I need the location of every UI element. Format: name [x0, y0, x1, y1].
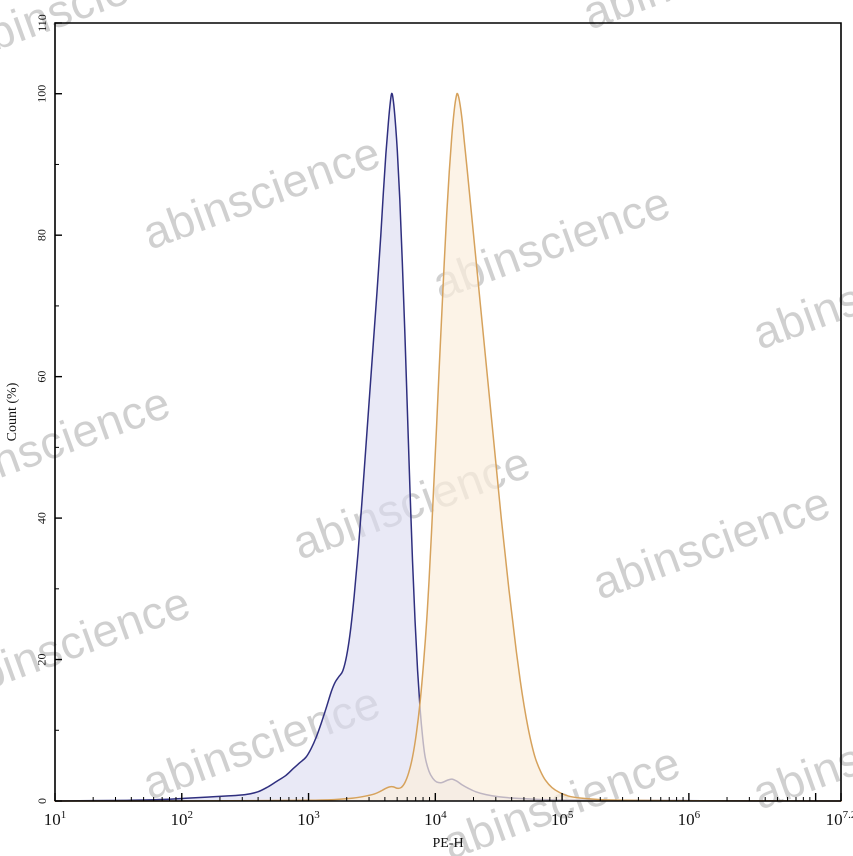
x-tick-label: 104	[424, 809, 447, 829]
series-fill-stained	[55, 93, 841, 802]
watermark-text: abinscience	[0, 376, 177, 510]
labels-layer: 101 102 103 104 105 106 107.2 0 20 40 60 80 100 110 PE…	[5, 14, 853, 851]
x-tick-label: 101	[44, 809, 67, 829]
axes-layer	[54, 22, 842, 802]
watermark-text: abinscience	[136, 126, 387, 260]
x-axis-title: PE-H	[432, 836, 463, 851]
plot-frame	[54, 22, 842, 801]
x-tick-label: 103	[297, 809, 320, 829]
ticks-layer	[54, 22, 842, 802]
watermark-text: abinscience	[0, 0, 207, 69]
watermark-text: abinscience	[586, 476, 837, 610]
x-tick-label: 107.2	[826, 809, 853, 829]
series-line-stained	[54, 92, 842, 802]
y-tick-label: 40	[35, 512, 49, 524]
y-tick-label: 20	[35, 654, 49, 666]
watermark-text: abinscience	[0, 576, 197, 710]
series-layer	[54, 92, 842, 802]
x-tick-label: 102	[171, 809, 194, 829]
watermark-text: abinscience	[746, 226, 853, 360]
watermark-text: abinscience	[746, 686, 853, 820]
x-tick-label: 106	[678, 809, 701, 829]
y-tick-label: 80	[35, 229, 49, 241]
y-axis-title: Count (%)	[5, 382, 20, 441]
watermark-text: abinscience	[576, 0, 827, 39]
y-tick-label: 110	[35, 14, 49, 32]
x-tick-label: 105	[551, 809, 574, 829]
y-tick-label: 100	[35, 85, 49, 103]
y-tick-label: 0	[35, 798, 49, 804]
y-tick-label: 60	[35, 371, 49, 383]
